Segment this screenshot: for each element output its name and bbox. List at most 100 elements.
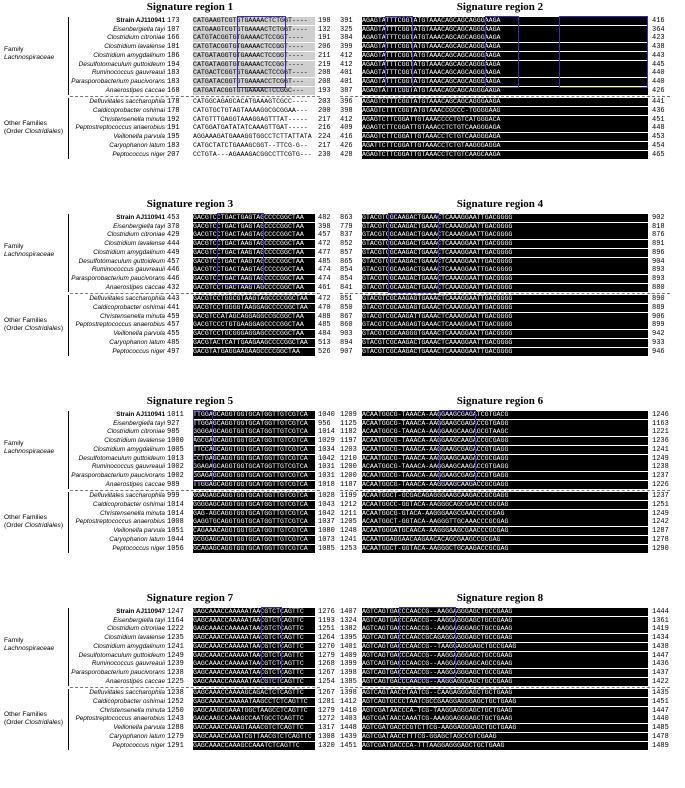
sequence-row: AGAGTCTTTCGGTATGTAAACAGCAGCAGGGAAGA bbox=[362, 98, 648, 107]
end-position: 1037 bbox=[318, 518, 335, 527]
species-name: Peptostreptococcus anaerobius bbox=[75, 124, 165, 132]
start-position: 1451 bbox=[340, 741, 357, 750]
sequence-row: GACGTCCTGACTAAGTAGCCCCGGCTAA bbox=[193, 266, 315, 275]
end-position: 1272 bbox=[318, 715, 335, 724]
end-position: 1080 bbox=[318, 527, 335, 536]
sequence-row: AGAGTCTTCGGATTGTAAACCTCTGTCAAGGGAGA bbox=[362, 124, 648, 133]
end-position: 1034 bbox=[318, 445, 335, 454]
sequence-row: CATGAAGTCGTGTGAAAACTCTGGT---- bbox=[193, 17, 315, 25]
end-position: 482 bbox=[318, 214, 331, 222]
species-name: Caryophanon latum bbox=[109, 338, 165, 346]
end-position: 1308 bbox=[318, 732, 335, 741]
end-position: 1031 bbox=[318, 463, 335, 472]
end-position: 1320 bbox=[318, 741, 335, 750]
other-families-label: Other Families bbox=[4, 513, 47, 521]
end-position: 1246 bbox=[652, 411, 669, 419]
sequence-row: GCAGAGCAGGTGGTGCATGGTTGTCGTCA bbox=[193, 544, 315, 553]
start-position: 1382 bbox=[340, 625, 357, 634]
start-position: 1200 bbox=[340, 471, 357, 480]
start-position: 1014 bbox=[167, 501, 184, 509]
species-name: Caryophanon latum bbox=[109, 141, 165, 149]
end-position: 880 bbox=[652, 283, 665, 292]
species-name: Caldicoprobacter oshimai bbox=[92, 698, 165, 705]
family-bracket bbox=[68, 214, 69, 293]
sequence-row: AGCGAGCAGGTGGTGCATGGTTGTCGTCA bbox=[193, 437, 315, 446]
end-position: 364 bbox=[652, 25, 665, 34]
sequence-row: GTACGTCGCAAGACTGAAACTCAAAGGAATTGACGGGG bbox=[362, 347, 648, 356]
end-position: 440 bbox=[652, 69, 665, 78]
end-position: 1236 bbox=[652, 437, 669, 446]
sequence-row: CCTGTA---AGAAAGACGGCCTTCGTG--- bbox=[193, 150, 315, 159]
end-position: 474 bbox=[318, 266, 331, 275]
start-position: 860 bbox=[340, 321, 353, 330]
group-divider bbox=[70, 293, 320, 295]
end-position: 457 bbox=[318, 231, 331, 240]
species-name: Clostridium citroniae bbox=[107, 34, 165, 42]
end-position: 193 bbox=[318, 86, 331, 95]
start-position: 1248 bbox=[340, 527, 357, 536]
start-position: 195 bbox=[167, 133, 180, 142]
start-position: 852 bbox=[340, 240, 353, 249]
species-name: Caldicoprobacter oshimai bbox=[92, 304, 165, 311]
start-position: 412 bbox=[340, 51, 353, 60]
sequence-row: ACAATGGCG-TAAACA-AAGGAAGCAAGAGCGTAAGC bbox=[362, 428, 648, 437]
sequence-row: GTACGTCGCAAGACTGAAACTCAAAGGAATTGACGGGG bbox=[362, 222, 648, 231]
start-position: 1398 bbox=[340, 668, 357, 677]
start-position: 927 bbox=[167, 419, 180, 428]
sequence-row: GACGTCCTGACTGAGTAGCCCCGGCTAA bbox=[193, 222, 315, 231]
species-name: Peptococcus niger bbox=[112, 347, 165, 355]
start-position: 432 bbox=[167, 283, 180, 292]
start-position: 443 bbox=[167, 295, 180, 304]
sequence-row: GACGTCCTGACTAAGTAGCCCCGGCTAA bbox=[193, 240, 315, 249]
family-name-label: Lachnospiraceae bbox=[4, 251, 55, 259]
start-position: 183 bbox=[167, 69, 180, 78]
sequence-row: GACGTCCATAGCAGGAGGCCGCGGCTAA bbox=[193, 312, 315, 321]
start-position: 851 bbox=[340, 295, 353, 304]
panel-title: Signature region 6 bbox=[456, 395, 544, 407]
end-position: 198 bbox=[318, 17, 331, 25]
other-families-bracket bbox=[68, 295, 69, 357]
sequence-row: CATGTACGGTGTGAAAACTCCGGT---- bbox=[193, 34, 315, 43]
sequence-row: GAGGTGCAGGTGGTGCATGGTTGTCGTCA bbox=[193, 518, 315, 527]
sequence-row: GACGTACTCATTGAAGAAGCCCCGGCTAA bbox=[193, 338, 315, 347]
start-position: 837 bbox=[340, 231, 353, 240]
end-position: 1073 bbox=[318, 535, 335, 544]
start-position: 446 bbox=[167, 266, 180, 275]
signature-region-panel: Signature region 1 Strain AJ110941 173 CATG… bbox=[0, 0, 340, 197]
end-position: 904 bbox=[652, 257, 665, 266]
sequence-row: ACAATGGAGGAACAAGAACACAGCGAAGCCGCGAG bbox=[362, 535, 648, 544]
start-position: 168 bbox=[167, 86, 180, 95]
end-position: 1419 bbox=[652, 625, 669, 634]
end-position: 1451 bbox=[652, 698, 669, 706]
sequence-row: GAGCAAACCAAATCGTTAACGTCTCAGTTC bbox=[193, 732, 315, 741]
end-position: 208 bbox=[318, 69, 331, 78]
family-bracket bbox=[68, 411, 69, 490]
end-position: 1287 bbox=[652, 527, 669, 536]
start-position: 1203 bbox=[340, 445, 357, 454]
end-position: 1279 bbox=[318, 706, 335, 715]
sequence-row: GTACGTCGCAAGACTGAAACTCAAAGGAATTGACGGGG bbox=[362, 266, 648, 275]
sequence-row: AGAGTATTTCGGTATGTAAACAGCAGCAGGGAAGA bbox=[362, 34, 648, 43]
sequence-row: AGTCAGTGACCCAACCG--AAGGAGGGAGCTGCCGAAG bbox=[362, 651, 648, 660]
signature-box bbox=[261, 607, 283, 679]
end-position: 416 bbox=[652, 17, 665, 25]
end-position: 1278 bbox=[652, 535, 669, 544]
start-position: 1410 bbox=[340, 706, 357, 715]
sequence-row: GAGCAAACCAAAAATAACGTCTCAGTTC bbox=[193, 634, 315, 643]
start-position: 192 bbox=[167, 115, 180, 124]
start-position: 1002 bbox=[167, 463, 184, 472]
end-position: 1447 bbox=[652, 651, 669, 660]
sequence-row: GAGCAAACCAAAGCCAAATCTCAGTTC bbox=[193, 741, 315, 750]
start-position: 1056 bbox=[167, 544, 184, 553]
species-name: Strain AJ110947 bbox=[116, 608, 165, 615]
family-label: Family bbox=[4, 636, 24, 644]
species-name: Desulfotomaculum guttoideum bbox=[78, 454, 165, 462]
sequence-row: GTACGTCGCAAGACTGAAACTCAAAGGAATTGACGGGG bbox=[362, 283, 648, 292]
start-position: 1288 bbox=[167, 724, 184, 733]
sequence-row: ACAATGGCC-GGTACA-AAGGGCAGCGAACCCGCGAG bbox=[362, 501, 648, 509]
end-position: 191 bbox=[318, 34, 331, 43]
end-position: 453 bbox=[652, 133, 665, 142]
end-position: 451 bbox=[652, 115, 665, 124]
start-position: 841 bbox=[340, 283, 353, 292]
sequence-row: AGTCGATGACCCA-TTTAAGGAGGGAGCTGCTGAAG bbox=[362, 741, 648, 750]
